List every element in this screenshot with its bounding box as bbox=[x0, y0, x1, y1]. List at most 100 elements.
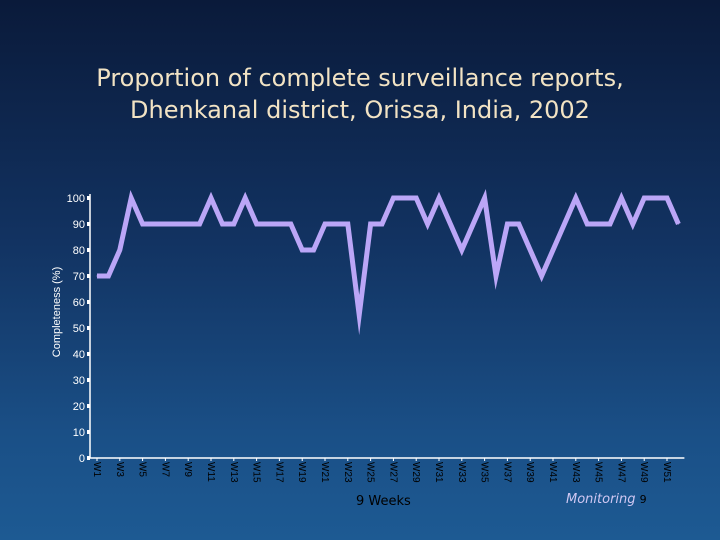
data-point bbox=[404, 197, 406, 199]
data-point bbox=[301, 249, 303, 251]
x-tick-label: W47 bbox=[615, 462, 626, 483]
data-point bbox=[290, 223, 292, 225]
data-point bbox=[575, 197, 577, 199]
y-axis-ticks: 0 10 20 30 40 50 60 70 80 90 100 bbox=[67, 193, 90, 465]
x-tick-label: W17 bbox=[273, 462, 284, 483]
x-tick-label: W1 bbox=[91, 462, 102, 477]
y-axis-label: Completeness (%) bbox=[51, 267, 63, 357]
x-tick-label: W11 bbox=[205, 462, 216, 482]
data-point bbox=[153, 223, 155, 225]
y-tick-mark bbox=[87, 430, 90, 434]
x-tick-label: W39 bbox=[524, 462, 535, 483]
x-tick-label: W15 bbox=[251, 462, 262, 483]
x-tick-label: W9 bbox=[182, 462, 193, 477]
x-tick-label: W29 bbox=[410, 462, 421, 483]
chart-title-line-2: Dhenkanal district, Orissa, India, 2002 bbox=[130, 96, 590, 124]
data-point bbox=[586, 223, 588, 225]
chart-title: Proportion of complete surveillance repo… bbox=[0, 62, 720, 126]
data-point bbox=[187, 223, 189, 225]
x-tick-label: W41 bbox=[547, 462, 558, 483]
data-point bbox=[495, 275, 497, 277]
completeness-line bbox=[97, 189, 681, 336]
y-tick-label: 20 bbox=[73, 401, 85, 413]
data-point bbox=[199, 223, 201, 225]
footer-monitoring-text: Monitoring bbox=[566, 492, 636, 507]
data-point bbox=[278, 223, 280, 225]
y-tick-mark bbox=[87, 248, 90, 252]
data-point bbox=[370, 223, 372, 225]
data-point bbox=[632, 223, 634, 225]
data-point bbox=[142, 223, 144, 225]
y-tick-label: 60 bbox=[73, 297, 85, 309]
x-tick-label: W5 bbox=[137, 462, 148, 477]
data-point bbox=[313, 249, 315, 251]
y-tick-label: 30 bbox=[73, 375, 85, 387]
y-tick-label: 100 bbox=[67, 193, 85, 205]
data-point bbox=[324, 223, 326, 225]
x-axis-label-text: Weeks bbox=[368, 494, 411, 509]
x-tick-label: W25 bbox=[365, 462, 376, 483]
chart-title-line-1: Proportion of complete surveillance repo… bbox=[96, 64, 624, 92]
slide-number: 9 bbox=[639, 493, 647, 506]
x-tick-label: W45 bbox=[593, 462, 604, 483]
y-tick-mark bbox=[87, 456, 90, 460]
data-point bbox=[643, 197, 645, 199]
data-point bbox=[256, 223, 258, 225]
x-tick-label: W33 bbox=[456, 462, 467, 483]
x-tick-label: W51 bbox=[661, 462, 672, 483]
data-point bbox=[620, 197, 622, 199]
y-tick-label: 80 bbox=[73, 245, 85, 257]
data-point bbox=[415, 197, 417, 199]
x-tick-label: W7 bbox=[159, 462, 170, 477]
footer-section-label: Monitoring 9 bbox=[566, 492, 647, 507]
data-point bbox=[552, 249, 554, 251]
data-point bbox=[335, 223, 337, 225]
data-point bbox=[347, 223, 349, 225]
data-point bbox=[119, 249, 121, 251]
y-tick-mark bbox=[87, 196, 90, 200]
data-point bbox=[506, 223, 508, 225]
y-tick-mark bbox=[87, 274, 90, 278]
data-point bbox=[529, 249, 531, 251]
data-point bbox=[655, 197, 657, 199]
y-tick-label: 90 bbox=[73, 219, 85, 231]
x-axis-label: 9 Weeks bbox=[356, 494, 411, 509]
y-tick-label: 0 bbox=[79, 453, 85, 465]
y-tick-label: 50 bbox=[73, 323, 85, 335]
data-point bbox=[666, 197, 668, 199]
y-tick-mark bbox=[87, 222, 90, 226]
data-point bbox=[438, 197, 440, 199]
y-tick-label: 70 bbox=[73, 271, 85, 283]
x-tick-label: W27 bbox=[387, 462, 398, 483]
x-tick-label: W3 bbox=[114, 462, 125, 477]
x-tick-label: W35 bbox=[479, 462, 490, 483]
x-tick-label: W21 bbox=[319, 462, 330, 483]
data-point bbox=[427, 223, 429, 225]
y-tick-label: 10 bbox=[73, 427, 85, 439]
data-point bbox=[164, 223, 166, 225]
data-point bbox=[358, 314, 360, 316]
data-point bbox=[233, 223, 235, 225]
data-point bbox=[472, 223, 474, 225]
x-tick-label: W31 bbox=[433, 462, 444, 483]
x-tick-label: W37 bbox=[501, 462, 512, 483]
x-tick-label: W43 bbox=[570, 462, 581, 483]
data-series bbox=[96, 189, 681, 336]
data-point bbox=[221, 223, 223, 225]
data-point bbox=[381, 223, 383, 225]
y-tick-label: 40 bbox=[73, 349, 85, 361]
y-tick-mark bbox=[87, 300, 90, 304]
data-point bbox=[244, 197, 246, 199]
data-point bbox=[598, 223, 600, 225]
y-tick-mark bbox=[87, 378, 90, 382]
data-point bbox=[677, 223, 679, 225]
data-point bbox=[449, 223, 451, 225]
y-tick-mark bbox=[87, 326, 90, 330]
data-point bbox=[563, 223, 565, 225]
data-point bbox=[541, 275, 543, 277]
x-tick-label: W23 bbox=[342, 462, 353, 483]
data-point bbox=[267, 223, 269, 225]
x-axis-label-prefix: 9 bbox=[356, 494, 365, 509]
data-point bbox=[96, 275, 98, 277]
